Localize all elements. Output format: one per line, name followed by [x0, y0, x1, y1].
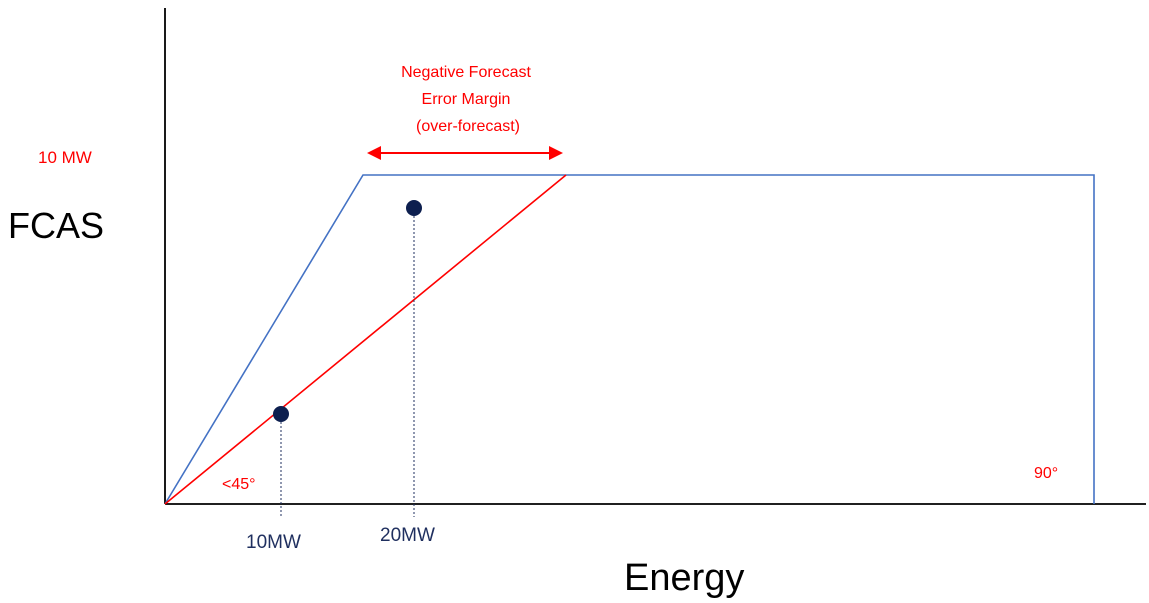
- error-margin-label-line2: Error Margin: [422, 91, 511, 108]
- point-20mw: [406, 200, 422, 216]
- angle-right-label: 90°: [1034, 465, 1058, 482]
- error-margin-label-line3: (over-forecast): [416, 118, 520, 135]
- tick-label-10mw: 10MW: [246, 532, 301, 553]
- y-axis-label: FCAS: [8, 205, 104, 246]
- x-axis-label: Energy: [624, 557, 744, 599]
- angle-low-label: <45°: [222, 476, 256, 493]
- over-forecast-slope-line: [164, 174, 567, 505]
- tick-label-20mw: 20MW: [380, 525, 435, 546]
- error-margin-arrow-right-head: [549, 146, 563, 160]
- error-margin-arrow-left-head: [367, 146, 381, 160]
- fcas-trapezium-envelope: [164, 174, 1095, 505]
- error-margin-label-line1: Negative Forecast: [401, 64, 531, 81]
- top-value-label: 10 MW: [38, 148, 92, 167]
- point-10mw: [273, 406, 289, 422]
